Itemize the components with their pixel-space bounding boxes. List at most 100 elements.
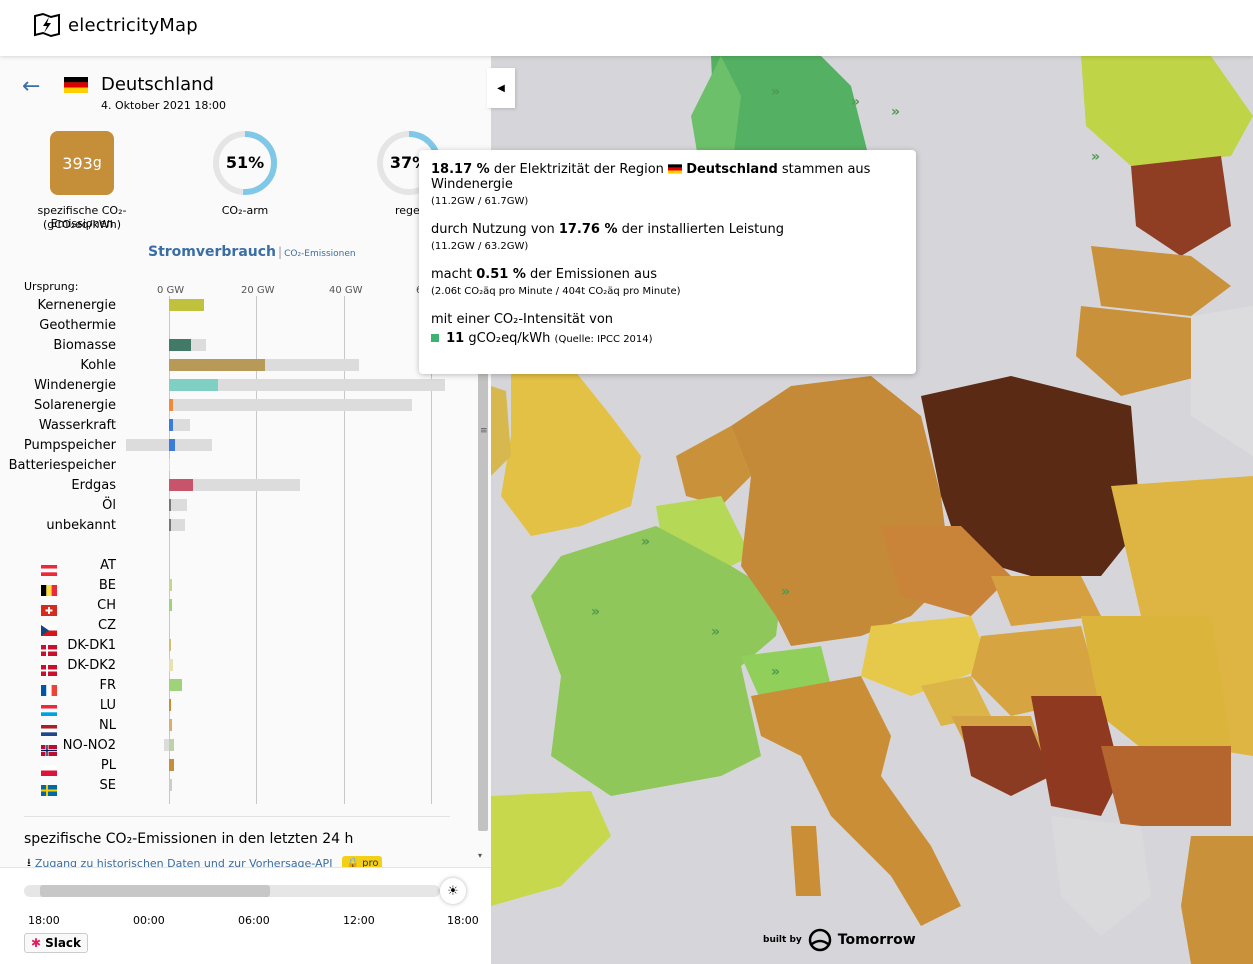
tooltip-intensity-unit: gCO₂eq/kWh bbox=[468, 331, 551, 346]
history-link-text[interactable]: Zugang zu historischen Daten und zur Vor… bbox=[34, 857, 333, 870]
exchange-bar[interactable] bbox=[169, 759, 175, 771]
production-bar[interactable] bbox=[169, 419, 174, 431]
tooltip-share-text-b: stammen aus Windenergie bbox=[431, 162, 871, 192]
region-hungary bbox=[971, 626, 1101, 716]
source-label: Kohle bbox=[80, 358, 116, 373]
time-slider[interactable] bbox=[24, 885, 440, 897]
flag-lu-icon bbox=[41, 701, 57, 716]
production-bar[interactable] bbox=[169, 519, 171, 531]
slack-button[interactable]: ✱ Slack bbox=[24, 933, 89, 953]
exchange-bar[interactable] bbox=[169, 719, 172, 731]
production-bar[interactable] bbox=[169, 339, 191, 351]
intensity-color-square bbox=[431, 334, 439, 342]
exchange-bar[interactable] bbox=[169, 579, 173, 591]
gridline bbox=[344, 296, 345, 804]
time-tick: 00:00 bbox=[133, 914, 165, 927]
co2-value: 393 bbox=[62, 153, 93, 173]
tab-consumption[interactable]: Stromverbrauch bbox=[148, 244, 277, 260]
brand-name: electricityMap bbox=[68, 14, 198, 36]
capacity-bar[interactable] bbox=[169, 399, 412, 411]
time-tick: 06:00 bbox=[238, 914, 270, 927]
source-label: unbekannt bbox=[46, 518, 116, 533]
flag-nl-icon bbox=[41, 721, 57, 736]
built-by-credit[interactable]: built by Tomorrow bbox=[763, 928, 916, 952]
exchange-label: DK-DK1 bbox=[67, 638, 116, 653]
divider bbox=[24, 816, 450, 817]
production-bar[interactable] bbox=[169, 359, 266, 371]
exchange-label: NL bbox=[99, 718, 116, 733]
region-latvia bbox=[1091, 246, 1231, 316]
flag-cz-icon bbox=[41, 621, 57, 636]
region-finland bbox=[1081, 56, 1253, 166]
capacity-bar[interactable] bbox=[169, 519, 185, 531]
region-bosnia bbox=[961, 726, 1051, 796]
source-label: Öl bbox=[102, 498, 116, 513]
flag-no-icon bbox=[41, 741, 57, 756]
logo[interactable]: electricityMap bbox=[32, 12, 198, 38]
production-bar[interactable] bbox=[169, 439, 175, 451]
tooltip-capacity-sub: (11.2GW / 63.2GW) bbox=[431, 241, 529, 252]
svg-text:»: » bbox=[851, 94, 860, 110]
flag-at-icon bbox=[41, 561, 57, 576]
time-tick: 18:00 bbox=[447, 914, 479, 927]
lock-icon: 🔒 bbox=[346, 858, 359, 869]
region-slovakia bbox=[991, 576, 1101, 626]
capacity-bar[interactable] bbox=[169, 479, 301, 491]
caret-left-icon: ◀ bbox=[497, 82, 505, 94]
europe-map-svg[interactable]: » » » » » » » » » bbox=[491, 56, 1253, 964]
region-greece bbox=[1051, 816, 1151, 936]
sun-icon[interactable]: ☀ bbox=[440, 878, 466, 904]
capacity-bar[interactable] bbox=[169, 499, 188, 511]
production-bar[interactable] bbox=[169, 479, 193, 491]
region-netherlands bbox=[676, 426, 751, 506]
exchange-bar[interactable] bbox=[169, 699, 171, 711]
exchange-label: LU bbox=[99, 698, 116, 713]
region-austria bbox=[861, 616, 991, 696]
production-bar[interactable] bbox=[169, 499, 171, 511]
negative-capacity-bar[interactable] bbox=[126, 439, 169, 451]
exchange-negative-bar[interactable] bbox=[163, 739, 169, 751]
time-tick: 18:00 bbox=[28, 914, 60, 927]
tomorrow-label: Tomorrow bbox=[837, 932, 916, 948]
renewable-value: 37% bbox=[389, 153, 429, 172]
svg-text:»: » bbox=[781, 584, 790, 600]
exchange-bar[interactable] bbox=[169, 739, 175, 751]
capacity-bar[interactable] bbox=[169, 419, 190, 431]
exchange-bar[interactable] bbox=[169, 639, 171, 651]
exchange-label: CH bbox=[97, 598, 116, 613]
capacity-bar[interactable] bbox=[169, 459, 170, 471]
exchange-bar[interactable] bbox=[169, 779, 172, 791]
collapse-panel-button[interactable]: ◀ bbox=[487, 68, 515, 108]
exchange-bar[interactable] bbox=[169, 659, 173, 671]
co2-intensity-box: 393 g bbox=[50, 131, 114, 195]
tab-emissions[interactable]: CO₂-Emissionen bbox=[284, 249, 356, 259]
flag-de-icon bbox=[668, 164, 683, 174]
flag-ch-icon bbox=[41, 601, 57, 616]
co2-unit: g bbox=[92, 155, 102, 171]
exchange-bar[interactable] bbox=[169, 599, 173, 611]
exchange-bar[interactable] bbox=[169, 679, 183, 691]
region-sardinia bbox=[791, 826, 821, 896]
production-bar[interactable] bbox=[169, 379, 218, 391]
zone-datetime: 4. Oktober 2021 18:00 bbox=[101, 99, 227, 112]
time-tick: 12:00 bbox=[343, 914, 375, 927]
region-belgium bbox=[656, 496, 751, 576]
tooltip-capacity-block: durch Nutzung von 17.76 % der installier… bbox=[431, 222, 904, 252]
panel-scrollbar[interactable]: ≡ ▾ bbox=[475, 301, 489, 863]
co2-label: spezifische CO₂-Emissionen bbox=[37, 204, 127, 230]
region-bulgaria bbox=[1101, 746, 1231, 826]
production-bar[interactable] bbox=[169, 299, 205, 311]
source-label: Biomasse bbox=[53, 338, 116, 353]
back-arrow-icon[interactable]: ← bbox=[22, 74, 41, 99]
gridline bbox=[256, 296, 257, 804]
region-france bbox=[531, 526, 781, 796]
tooltip-intensity-source: (Quelle: IPCC 2014) bbox=[554, 334, 653, 345]
exchange-label: NO-NO2 bbox=[62, 738, 116, 753]
region-estonia bbox=[1131, 156, 1231, 256]
axis-tick: 0 GW bbox=[157, 285, 185, 296]
production-bar[interactable] bbox=[169, 399, 174, 411]
tooltip-emissions-pct: 0.51 % bbox=[476, 267, 526, 282]
capacity-bar[interactable] bbox=[169, 379, 446, 391]
tooltip-share-text-a: der Elektrizität der Region bbox=[493, 162, 664, 177]
capacity-bar[interactable] bbox=[169, 439, 212, 451]
